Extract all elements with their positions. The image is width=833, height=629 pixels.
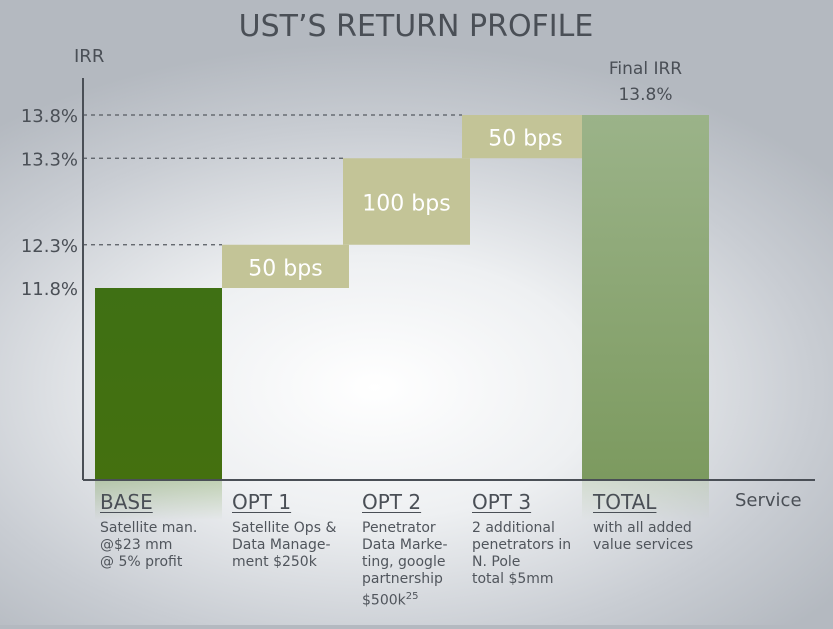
bar-data-label: 50 bps	[248, 256, 322, 281]
category-block-opt1: OPT 1 Satellite Ops & Data Manage- ment …	[232, 490, 354, 571]
category-description: with all added value services	[593, 520, 694, 553]
category-block-opt3: OPT 3 2 additional penetrators in N. Pol…	[472, 490, 594, 588]
total-annotation-line1: Final IRR	[609, 59, 682, 79]
category-label: OPT 2	[362, 490, 422, 514]
bar-opt1	[222, 244, 349, 288]
y-tick-label: 13.3%	[21, 149, 78, 170]
bar-opt3	[462, 115, 589, 159]
bar-reflection	[95, 480, 222, 520]
y-axis-label: IRR	[74, 46, 104, 67]
bar-opt2	[343, 158, 470, 245]
category-label: BASE	[100, 490, 153, 514]
category-description-text: Penetrator Data Marke- ting, google part…	[362, 520, 448, 609]
chart-title: UST’S RETURN PROFILE	[239, 9, 594, 44]
category-block-total: TOTAL with all added value services	[593, 490, 715, 554]
bar-base	[95, 288, 222, 480]
x-axis-label: Service	[735, 490, 802, 511]
category-label: OPT 3	[472, 490, 532, 514]
bar-data-label: 100 bps	[362, 192, 450, 217]
category-description: 2 additional penetrators in N. Pole tota…	[472, 520, 572, 587]
category-description: Satellite Ops & Data Manage- ment $250k	[232, 520, 337, 570]
category-label: OPT 1	[232, 490, 292, 514]
category-label: TOTAL	[593, 490, 657, 514]
total-annotation-line2: 13.8%	[618, 85, 672, 105]
bar-data-label: 50 bps	[488, 127, 562, 152]
y-tick-label: 11.8%	[21, 279, 78, 300]
category-block-opt2: OPT 2 Penetrator Data Marke- ting, googl…	[362, 490, 484, 610]
y-tick-label: 12.3%	[21, 236, 78, 257]
y-tick-label: 13.8%	[21, 106, 78, 127]
category-block-base: BASE Satellite man. @$23 mm @ 5% profit	[100, 490, 222, 571]
bar-total	[582, 115, 709, 480]
category-description: Satellite man. @$23 mm @ 5% profit	[100, 520, 198, 570]
bar-reflection	[582, 480, 709, 520]
category-description: Penetrator Data Marke- ting, google part…	[362, 520, 484, 610]
footnote-marker: 25	[405, 591, 419, 602]
